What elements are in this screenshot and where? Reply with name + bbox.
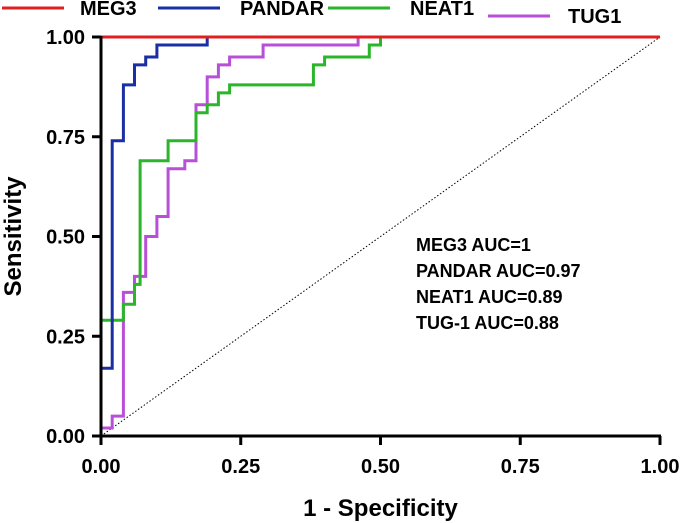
legend-label-pandar: PANDAR bbox=[240, 0, 325, 20]
y-tick-label: 0.00 bbox=[46, 426, 85, 448]
y-tick-label: 1.00 bbox=[46, 27, 85, 49]
series-layer bbox=[99, 35, 660, 436]
x-tick-label: 0.50 bbox=[361, 456, 400, 478]
auc-annotations: MEG3 AUC=1 PANDAR AUC=0.97 NEAT1 AUC=0.89 T… bbox=[416, 235, 581, 333]
y-tick-label: 0.25 bbox=[46, 326, 85, 348]
series-line-neat1 bbox=[99, 35, 660, 436]
auc-annotation: PANDAR AUC=0.97 bbox=[416, 261, 581, 281]
legend-label-tug1: TUG1 bbox=[568, 6, 621, 28]
series-line-pandar bbox=[99, 35, 660, 436]
y-tick-label: 0.50 bbox=[46, 227, 85, 249]
x-tick-label: 0.00 bbox=[82, 456, 121, 478]
x-tick-label: 0.25 bbox=[221, 456, 260, 478]
plot-area bbox=[99, 35, 661, 437]
x-tick-label: 0.75 bbox=[501, 456, 540, 478]
x-ticks: 0.00 0.25 0.50 0.75 1.00 bbox=[82, 436, 680, 478]
y-tick-label: 0.75 bbox=[46, 127, 85, 149]
y-ticks: 0.00 0.25 0.50 0.75 1.00 bbox=[46, 27, 101, 448]
x-axis-title: 1 - Specificity bbox=[303, 495, 458, 522]
axes: 0.00 0.25 0.50 0.75 1.00 0.00 0.25 0.50 0.75 1.0… bbox=[46, 27, 679, 478]
auc-annotation: TUG-1 AUC=0.88 bbox=[416, 313, 559, 333]
legend: MEG3 PANDAR NEAT1 TUG1 bbox=[2, 0, 621, 28]
legend-label-neat1: NEAT1 bbox=[410, 0, 474, 20]
x-tick-label: 1.00 bbox=[641, 456, 680, 478]
y-axis-title: Sensitivity bbox=[0, 176, 27, 297]
legend-label-meg3: MEG3 bbox=[80, 0, 137, 20]
auc-annotation: NEAT1 AUC=0.89 bbox=[416, 287, 563, 307]
reference-diagonal-line bbox=[100, 36, 661, 437]
auc-annotation: MEG3 AUC=1 bbox=[416, 235, 531, 255]
